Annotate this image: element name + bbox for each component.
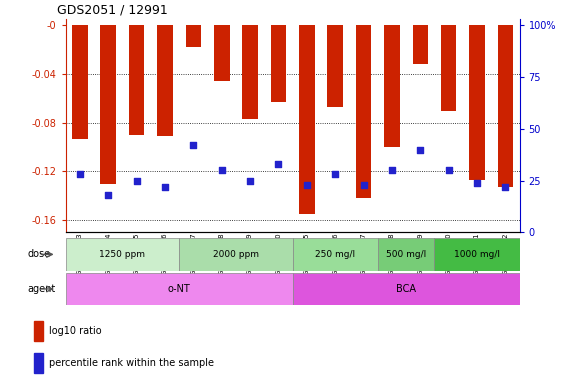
Bar <box>100 25 116 184</box>
Bar <box>129 25 144 135</box>
Text: 250 mg/l: 250 mg/l <box>315 250 355 259</box>
Point <box>387 167 396 173</box>
Bar <box>384 25 400 147</box>
Point <box>132 177 141 184</box>
Point <box>472 180 481 186</box>
Point <box>501 184 510 190</box>
Point <box>274 161 283 167</box>
Bar <box>34 321 43 341</box>
Bar <box>157 25 173 136</box>
Text: percentile rank within the sample: percentile rank within the sample <box>49 358 214 368</box>
Text: o-NT: o-NT <box>168 284 191 294</box>
Bar <box>327 25 343 107</box>
Bar <box>214 25 230 81</box>
Point <box>359 182 368 188</box>
Text: agent: agent <box>27 284 55 294</box>
Bar <box>66 238 179 271</box>
Text: BCA: BCA <box>396 284 416 294</box>
Point <box>104 192 113 198</box>
Point <box>302 182 311 188</box>
Text: 1000 mg/l: 1000 mg/l <box>454 250 500 259</box>
Bar <box>469 25 485 180</box>
Bar <box>412 25 428 64</box>
Bar <box>497 25 513 187</box>
Bar <box>441 25 456 111</box>
Bar <box>179 238 292 271</box>
Bar <box>356 25 371 198</box>
Text: log10 ratio: log10 ratio <box>49 326 102 336</box>
Text: 500 mg/l: 500 mg/l <box>386 250 426 259</box>
Bar <box>271 25 286 102</box>
Point <box>416 146 425 152</box>
Bar <box>72 25 88 139</box>
Point <box>75 171 85 177</box>
Bar <box>242 25 258 119</box>
Point <box>189 142 198 149</box>
Text: dose: dose <box>27 249 50 260</box>
Bar <box>186 25 201 47</box>
Text: 2000 ppm: 2000 ppm <box>213 250 259 259</box>
Point <box>444 167 453 173</box>
Point <box>217 167 226 173</box>
Bar <box>66 273 292 305</box>
Text: GDS2051 / 12991: GDS2051 / 12991 <box>57 3 167 17</box>
Point <box>331 171 340 177</box>
Bar <box>292 273 520 305</box>
Point <box>246 177 255 184</box>
Bar <box>292 238 378 271</box>
Point <box>160 184 170 190</box>
Bar <box>378 238 435 271</box>
Bar <box>435 238 520 271</box>
Text: 1250 ppm: 1250 ppm <box>99 250 146 259</box>
Bar <box>34 353 43 373</box>
Bar <box>299 25 315 214</box>
